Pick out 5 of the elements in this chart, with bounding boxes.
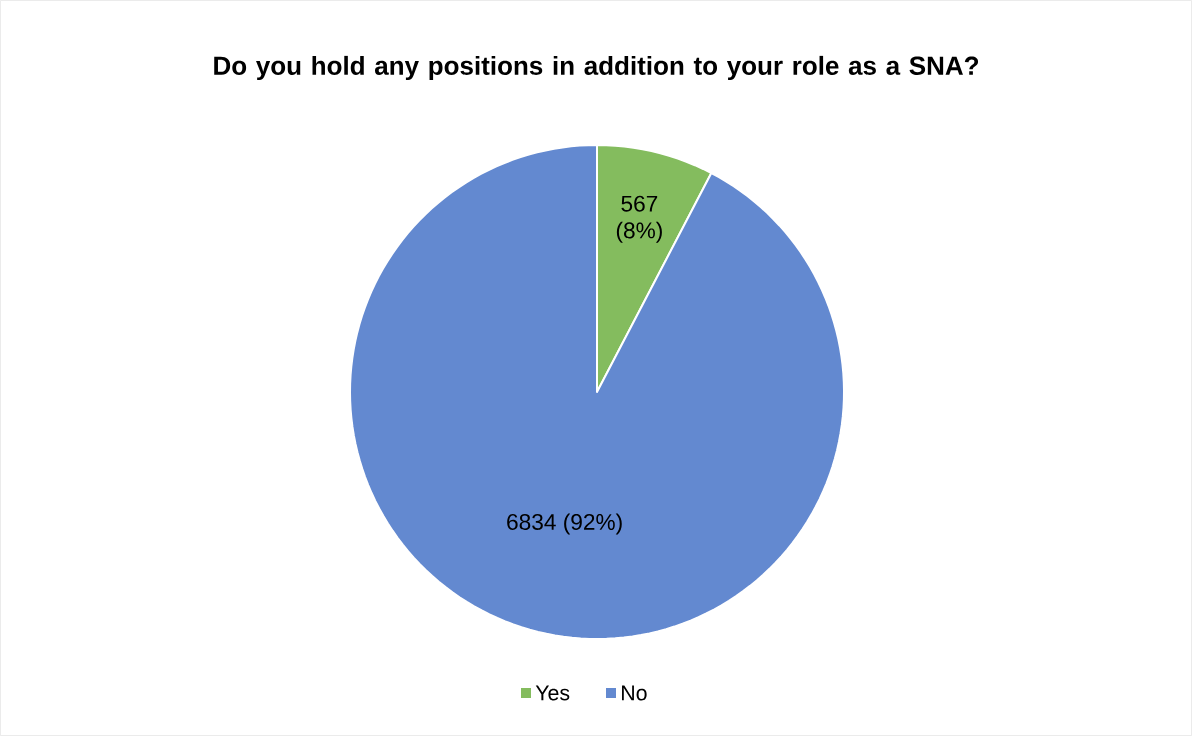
legend-label: No — [622, 685, 647, 701]
data-label: 567 (8%) — [616, 195, 662, 243]
chart-title: Do you hold any positions in addition to your role as a SNA? — [214, 55, 979, 81]
data-label: 6834 (92%) — [507, 513, 622, 535]
legend-label: Yes — [535, 685, 570, 701]
